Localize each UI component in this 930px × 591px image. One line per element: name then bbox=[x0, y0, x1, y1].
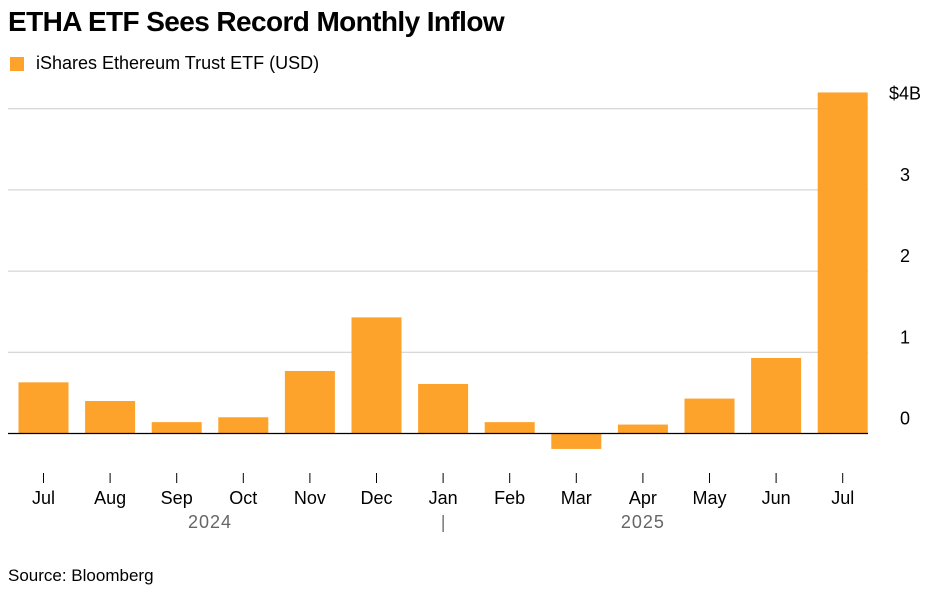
bar bbox=[484, 422, 535, 434]
x-tick-label: Oct bbox=[229, 488, 257, 508]
bar bbox=[218, 417, 269, 434]
bar bbox=[18, 382, 69, 434]
y-tick-label: 2 bbox=[900, 246, 910, 266]
x-tick-label: Feb bbox=[494, 488, 525, 508]
x-tick-label: Mar bbox=[561, 488, 592, 508]
x-tick-label: Dec bbox=[360, 488, 392, 508]
source-note: Source: Bloomberg bbox=[8, 566, 154, 585]
axes bbox=[8, 432, 868, 532]
bar bbox=[151, 422, 202, 434]
legend-swatch bbox=[10, 56, 24, 71]
bar bbox=[418, 383, 469, 434]
x-tick-label: May bbox=[692, 488, 726, 508]
gridlines bbox=[8, 108, 868, 353]
x-tick-label: Jan bbox=[429, 488, 458, 508]
x-tick-label: Nov bbox=[294, 488, 326, 508]
bar bbox=[684, 398, 735, 434]
bars bbox=[18, 92, 868, 449]
year-label: 2025 bbox=[621, 512, 665, 532]
x-tick-label: Jul bbox=[831, 488, 854, 508]
x-tick-label: Apr bbox=[629, 488, 657, 508]
x-tick-label: Aug bbox=[94, 488, 126, 508]
y-tick-label: $4B bbox=[889, 84, 921, 104]
bar bbox=[817, 92, 868, 434]
bar bbox=[551, 433, 602, 449]
legend-label: iShares Ethereum Trust ETF (USD) bbox=[36, 53, 320, 73]
year-label: 2024 bbox=[188, 512, 232, 532]
x-tick-label: Jul bbox=[32, 488, 55, 508]
bar bbox=[85, 401, 136, 434]
bar bbox=[351, 317, 402, 434]
chart-title: ETHA ETF Sees Record Monthly Inflow bbox=[8, 6, 505, 37]
axis-labels: $4B 3 2 1 0 Jul Aug Sep Oct Nov Dec Jan Feb Mar Apr May… bbox=[32, 84, 921, 532]
legend: iShares Ethereum Trust ETF (USD) bbox=[10, 53, 319, 74]
bar bbox=[751, 357, 802, 434]
y-tick-label: 3 bbox=[900, 165, 910, 185]
y-tick-label: 1 bbox=[900, 327, 910, 347]
bar bbox=[617, 424, 668, 434]
y-tick-label: 0 bbox=[900, 409, 910, 429]
x-tick-label: Sep bbox=[161, 488, 193, 508]
bar bbox=[284, 370, 335, 434]
x-tick-label: Jun bbox=[762, 488, 791, 508]
